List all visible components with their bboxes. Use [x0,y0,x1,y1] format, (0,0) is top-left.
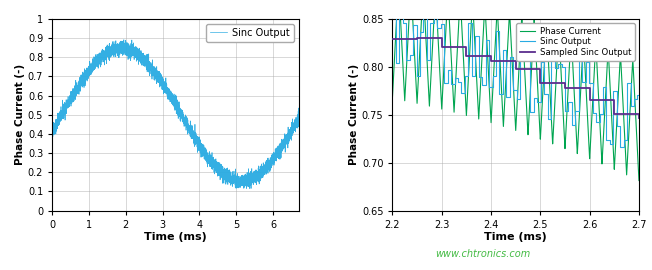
Phase Current [630,85,638,88]
Sinc Output [616,146,624,149]
Sinc Output [589,111,597,114]
X-axis label: Time (ms): Time (ms) [484,232,547,242]
Sampled Sinc Output [537,67,544,70]
Sampled Sinc Output [389,37,396,40]
Sampled Sinc Output [610,99,618,102]
Legend: Sinc Output: Sinc Output [206,24,294,42]
Line: Sampled Sinc Output: Sampled Sinc Output [393,38,639,118]
Sinc Output [395,1,403,4]
Sampled Sinc Output [413,36,421,39]
Sinc Output [468,22,476,25]
Phase Current [494,15,501,18]
Sampled Sinc Output [462,55,470,58]
Sampled Sinc Output [585,99,593,102]
Legend: Phase Current, Sinc Output, Sampled Sinc Output: Phase Current, Sinc Output, Sampled Sinc… [516,23,634,60]
Sampled Sinc Output [512,59,520,62]
Sinc Output [409,53,417,57]
Sinc Output [426,22,434,25]
Sampled Sinc Output [487,55,495,58]
Sinc Output [389,8,396,11]
Sampled Sinc Output [635,112,643,115]
Sampled Sinc Output [561,82,569,85]
Sampled Sinc Output [437,36,445,39]
Sampled Sinc Output [610,112,618,115]
Sampled Sinc Output [487,59,495,62]
Sinc Output [637,93,645,97]
Y-axis label: Phase Current (-): Phase Current (-) [15,64,25,165]
Sampled Sinc Output [512,67,520,70]
Sinc Output [592,120,600,124]
Phase Current [604,56,612,59]
Sampled Sinc Output [413,37,421,40]
Phase Current [483,43,491,47]
X-axis label: Time (ms): Time (ms) [144,232,207,242]
Sampled Sinc Output [462,46,470,49]
Line: Sinc Output: Sinc Output [393,2,641,147]
Line: Phase Current: Phase Current [393,0,639,181]
Sampled Sinc Output [635,116,643,120]
Sampled Sinc Output [437,46,445,49]
Sampled Sinc Output [585,86,593,89]
Text: www.chtronics.com: www.chtronics.com [435,249,530,259]
Sampled Sinc Output [561,86,569,89]
Phase Current [417,34,424,38]
Y-axis label: Phase Current (-): Phase Current (-) [349,64,359,165]
Phase Current [635,179,643,182]
Phase Current [389,97,396,100]
Sinc Output [568,100,576,103]
Sampled Sinc Output [537,82,544,85]
